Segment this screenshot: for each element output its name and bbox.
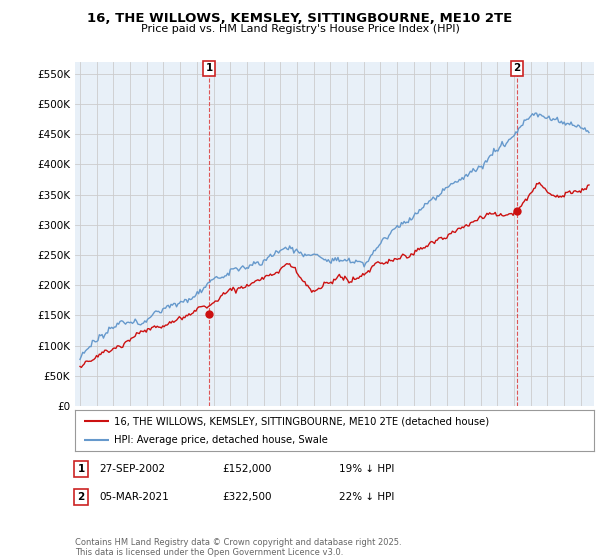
Text: 19% ↓ HPI: 19% ↓ HPI [339,464,394,474]
Text: 05-MAR-2021: 05-MAR-2021 [99,492,169,502]
Text: 1: 1 [77,464,85,474]
Text: £322,500: £322,500 [222,492,271,502]
Text: £152,000: £152,000 [222,464,271,474]
Text: Price paid vs. HM Land Registry's House Price Index (HPI): Price paid vs. HM Land Registry's House … [140,24,460,34]
Text: 16, THE WILLOWS, KEMSLEY, SITTINGBOURNE, ME10 2TE (detached house): 16, THE WILLOWS, KEMSLEY, SITTINGBOURNE,… [114,417,489,426]
Text: 2: 2 [513,63,520,73]
Text: 16, THE WILLOWS, KEMSLEY, SITTINGBOURNE, ME10 2TE: 16, THE WILLOWS, KEMSLEY, SITTINGBOURNE,… [88,12,512,25]
Text: 22% ↓ HPI: 22% ↓ HPI [339,492,394,502]
Text: 1: 1 [206,63,213,73]
Text: Contains HM Land Registry data © Crown copyright and database right 2025.
This d: Contains HM Land Registry data © Crown c… [75,538,401,557]
Text: 2: 2 [77,492,85,502]
Text: HPI: Average price, detached house, Swale: HPI: Average price, detached house, Swal… [114,435,328,445]
Text: 27-SEP-2002: 27-SEP-2002 [99,464,165,474]
